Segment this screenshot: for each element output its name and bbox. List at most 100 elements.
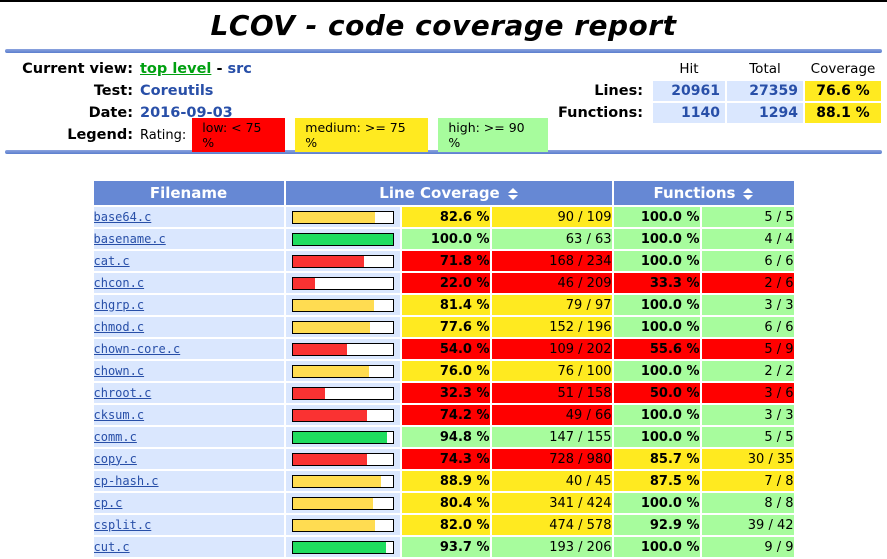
top-rule bbox=[5, 49, 882, 53]
line-coverage-ratio: 152 / 196 bbox=[491, 317, 612, 337]
line-coverage-ratio: 40 / 45 bbox=[491, 471, 612, 491]
functions-percent: 55.6 % bbox=[613, 339, 700, 359]
column-header-line-coverage[interactable]: Line Coverage bbox=[285, 181, 612, 205]
functions-ratio: 6 / 6 bbox=[701, 317, 794, 337]
coverage-bar-fill bbox=[292, 255, 365, 267]
file-link[interactable]: chgrp.c bbox=[93, 297, 145, 312]
coverage-bar bbox=[291, 386, 394, 400]
functions-ratio: 6 / 6 bbox=[701, 251, 794, 271]
line-coverage-ratio: 193 / 206 bbox=[491, 537, 612, 557]
table-row: cat.c 71.8 % 168 / 234 100.0 % 6 / 6 bbox=[93, 251, 794, 271]
functions-percent: 100.0 % bbox=[613, 207, 700, 227]
date-label: Date: bbox=[88, 105, 133, 121]
functions-percent: 100.0 % bbox=[613, 317, 700, 337]
legend-chip-medium: medium: >= 75 % bbox=[295, 118, 429, 152]
line-coverage-ratio: 79 / 97 bbox=[491, 295, 612, 315]
column-header-functions[interactable]: Functions bbox=[613, 181, 794, 205]
coverage-bar-fill bbox=[292, 541, 387, 553]
table-row: chmod.c 77.6 % 152 / 196 100.0 % 6 / 6 bbox=[93, 317, 794, 337]
line-coverage-percent: 88.9 % bbox=[401, 471, 490, 491]
coverage-bar bbox=[291, 452, 394, 466]
file-link[interactable]: cat.c bbox=[93, 253, 130, 268]
functions-ratio: 3 / 6 bbox=[701, 383, 794, 403]
top-level-link[interactable]: top level bbox=[140, 61, 212, 77]
functions-ratio: 4 / 4 bbox=[701, 229, 794, 249]
table-row: csplit.c 82.0 % 474 / 578 92.9 % 39 / 42 bbox=[93, 515, 794, 535]
coverage-bar bbox=[291, 232, 394, 246]
coverage-bar-fill bbox=[292, 211, 376, 223]
table-row: comm.c 94.8 % 147 / 155 100.0 % 5 / 5 bbox=[93, 427, 794, 447]
coverage-bar bbox=[291, 320, 394, 334]
line-coverage-percent: 80.4 % bbox=[401, 493, 490, 513]
table-row: chgrp.c 81.4 % 79 / 97 100.0 % 3 / 3 bbox=[93, 295, 794, 315]
legend-chip-high: high: >= 90 % bbox=[438, 118, 548, 152]
table-row: copy.c 74.3 % 728 / 980 85.7 % 30 / 35 bbox=[93, 449, 794, 469]
functions-percent: 100.0 % bbox=[613, 295, 700, 315]
functions-percent: 100.0 % bbox=[613, 361, 700, 381]
line-coverage-ratio: 474 / 578 bbox=[491, 515, 612, 535]
functions-ratio: 39 / 42 bbox=[701, 515, 794, 535]
coverage-bar bbox=[291, 518, 394, 532]
line-coverage-ratio: 168 / 234 bbox=[491, 251, 612, 271]
file-link[interactable]: chcon.c bbox=[93, 275, 145, 290]
lines-coverage: 76.6 % bbox=[805, 81, 881, 101]
coverage-table: Filename Line Coverage Functions base64.… bbox=[92, 179, 796, 559]
line-coverage-percent: 74.2 % bbox=[401, 405, 490, 425]
line-coverage-percent: 82.6 % bbox=[401, 207, 490, 227]
line-coverage-header-label: Line Coverage bbox=[379, 184, 500, 202]
report-date: 2016-09-03 bbox=[140, 105, 233, 121]
current-directory: src bbox=[227, 61, 252, 77]
table-row: base64.c 82.6 % 90 / 109 100.0 % 5 / 5 bbox=[93, 207, 794, 227]
file-link[interactable]: chown-core.c bbox=[93, 341, 181, 356]
file-link[interactable]: cp.c bbox=[93, 495, 123, 510]
line-coverage-percent: 54.0 % bbox=[401, 339, 490, 359]
file-link[interactable]: comm.c bbox=[93, 429, 137, 444]
file-link[interactable]: chmod.c bbox=[93, 319, 145, 334]
current-view-label: Current view: bbox=[22, 61, 133, 77]
functions-percent: 33.3 % bbox=[613, 273, 700, 293]
table-row: basename.c 100.0 % 63 / 63 100.0 % 4 / 4 bbox=[93, 229, 794, 249]
coverage-bar bbox=[291, 210, 394, 224]
line-coverage-ratio: 341 / 424 bbox=[491, 493, 612, 513]
functions-ratio: 5 / 9 bbox=[701, 339, 794, 359]
functions-label: Functions: bbox=[557, 105, 643, 121]
rating-label: Rating: bbox=[140, 127, 187, 143]
sort-updown-icon[interactable] bbox=[743, 187, 754, 200]
file-link[interactable]: cp-hash.c bbox=[93, 473, 159, 488]
line-coverage-ratio: 46 / 209 bbox=[491, 273, 612, 293]
sort-updown-icon[interactable] bbox=[507, 187, 518, 200]
file-link[interactable]: copy.c bbox=[93, 451, 137, 466]
file-link[interactable]: base64.c bbox=[93, 209, 152, 224]
line-coverage-percent: 77.6 % bbox=[401, 317, 490, 337]
coverage-summary: Hit Total Coverage Lines: 20961 27359 76… bbox=[558, 59, 881, 146]
file-link[interactable]: cut.c bbox=[93, 539, 130, 554]
legend-label: Legend: bbox=[67, 127, 133, 143]
coverage-bar-fill bbox=[292, 519, 375, 531]
breadcrumb-separator: - bbox=[211, 61, 228, 77]
report-meta: Current view: top level - src Test: Core… bbox=[2, 58, 558, 152]
lines-label: Lines: bbox=[594, 83, 643, 99]
functions-hit: 1140 bbox=[653, 103, 725, 123]
file-link[interactable]: chown.c bbox=[93, 363, 145, 378]
line-coverage-percent: 81.4 % bbox=[401, 295, 490, 315]
file-link[interactable]: basename.c bbox=[93, 231, 166, 246]
coverage-bar bbox=[291, 540, 394, 554]
functions-coverage: 88.1 % bbox=[805, 103, 881, 123]
top-border bbox=[0, 0, 887, 2]
line-coverage-ratio: 76 / 100 bbox=[491, 361, 612, 381]
breadcrumb: top level - src bbox=[140, 61, 252, 77]
functions-ratio: 30 / 35 bbox=[701, 449, 794, 469]
coverage-bar bbox=[291, 298, 394, 312]
coverage-bar-fill bbox=[292, 299, 374, 311]
file-link[interactable]: csplit.c bbox=[93, 517, 152, 532]
coverage-bar-fill bbox=[292, 453, 367, 465]
line-coverage-percent: 71.8 % bbox=[401, 251, 490, 271]
coverage-bar-fill bbox=[292, 387, 325, 399]
functions-ratio: 3 / 3 bbox=[701, 295, 794, 315]
coverage-bar bbox=[291, 430, 394, 444]
coverage-bar-fill bbox=[292, 343, 347, 355]
functions-ratio: 9 / 9 bbox=[701, 537, 794, 557]
file-link[interactable]: chroot.c bbox=[93, 385, 152, 400]
line-coverage-ratio: 109 / 202 bbox=[491, 339, 612, 359]
file-link[interactable]: cksum.c bbox=[93, 407, 145, 422]
